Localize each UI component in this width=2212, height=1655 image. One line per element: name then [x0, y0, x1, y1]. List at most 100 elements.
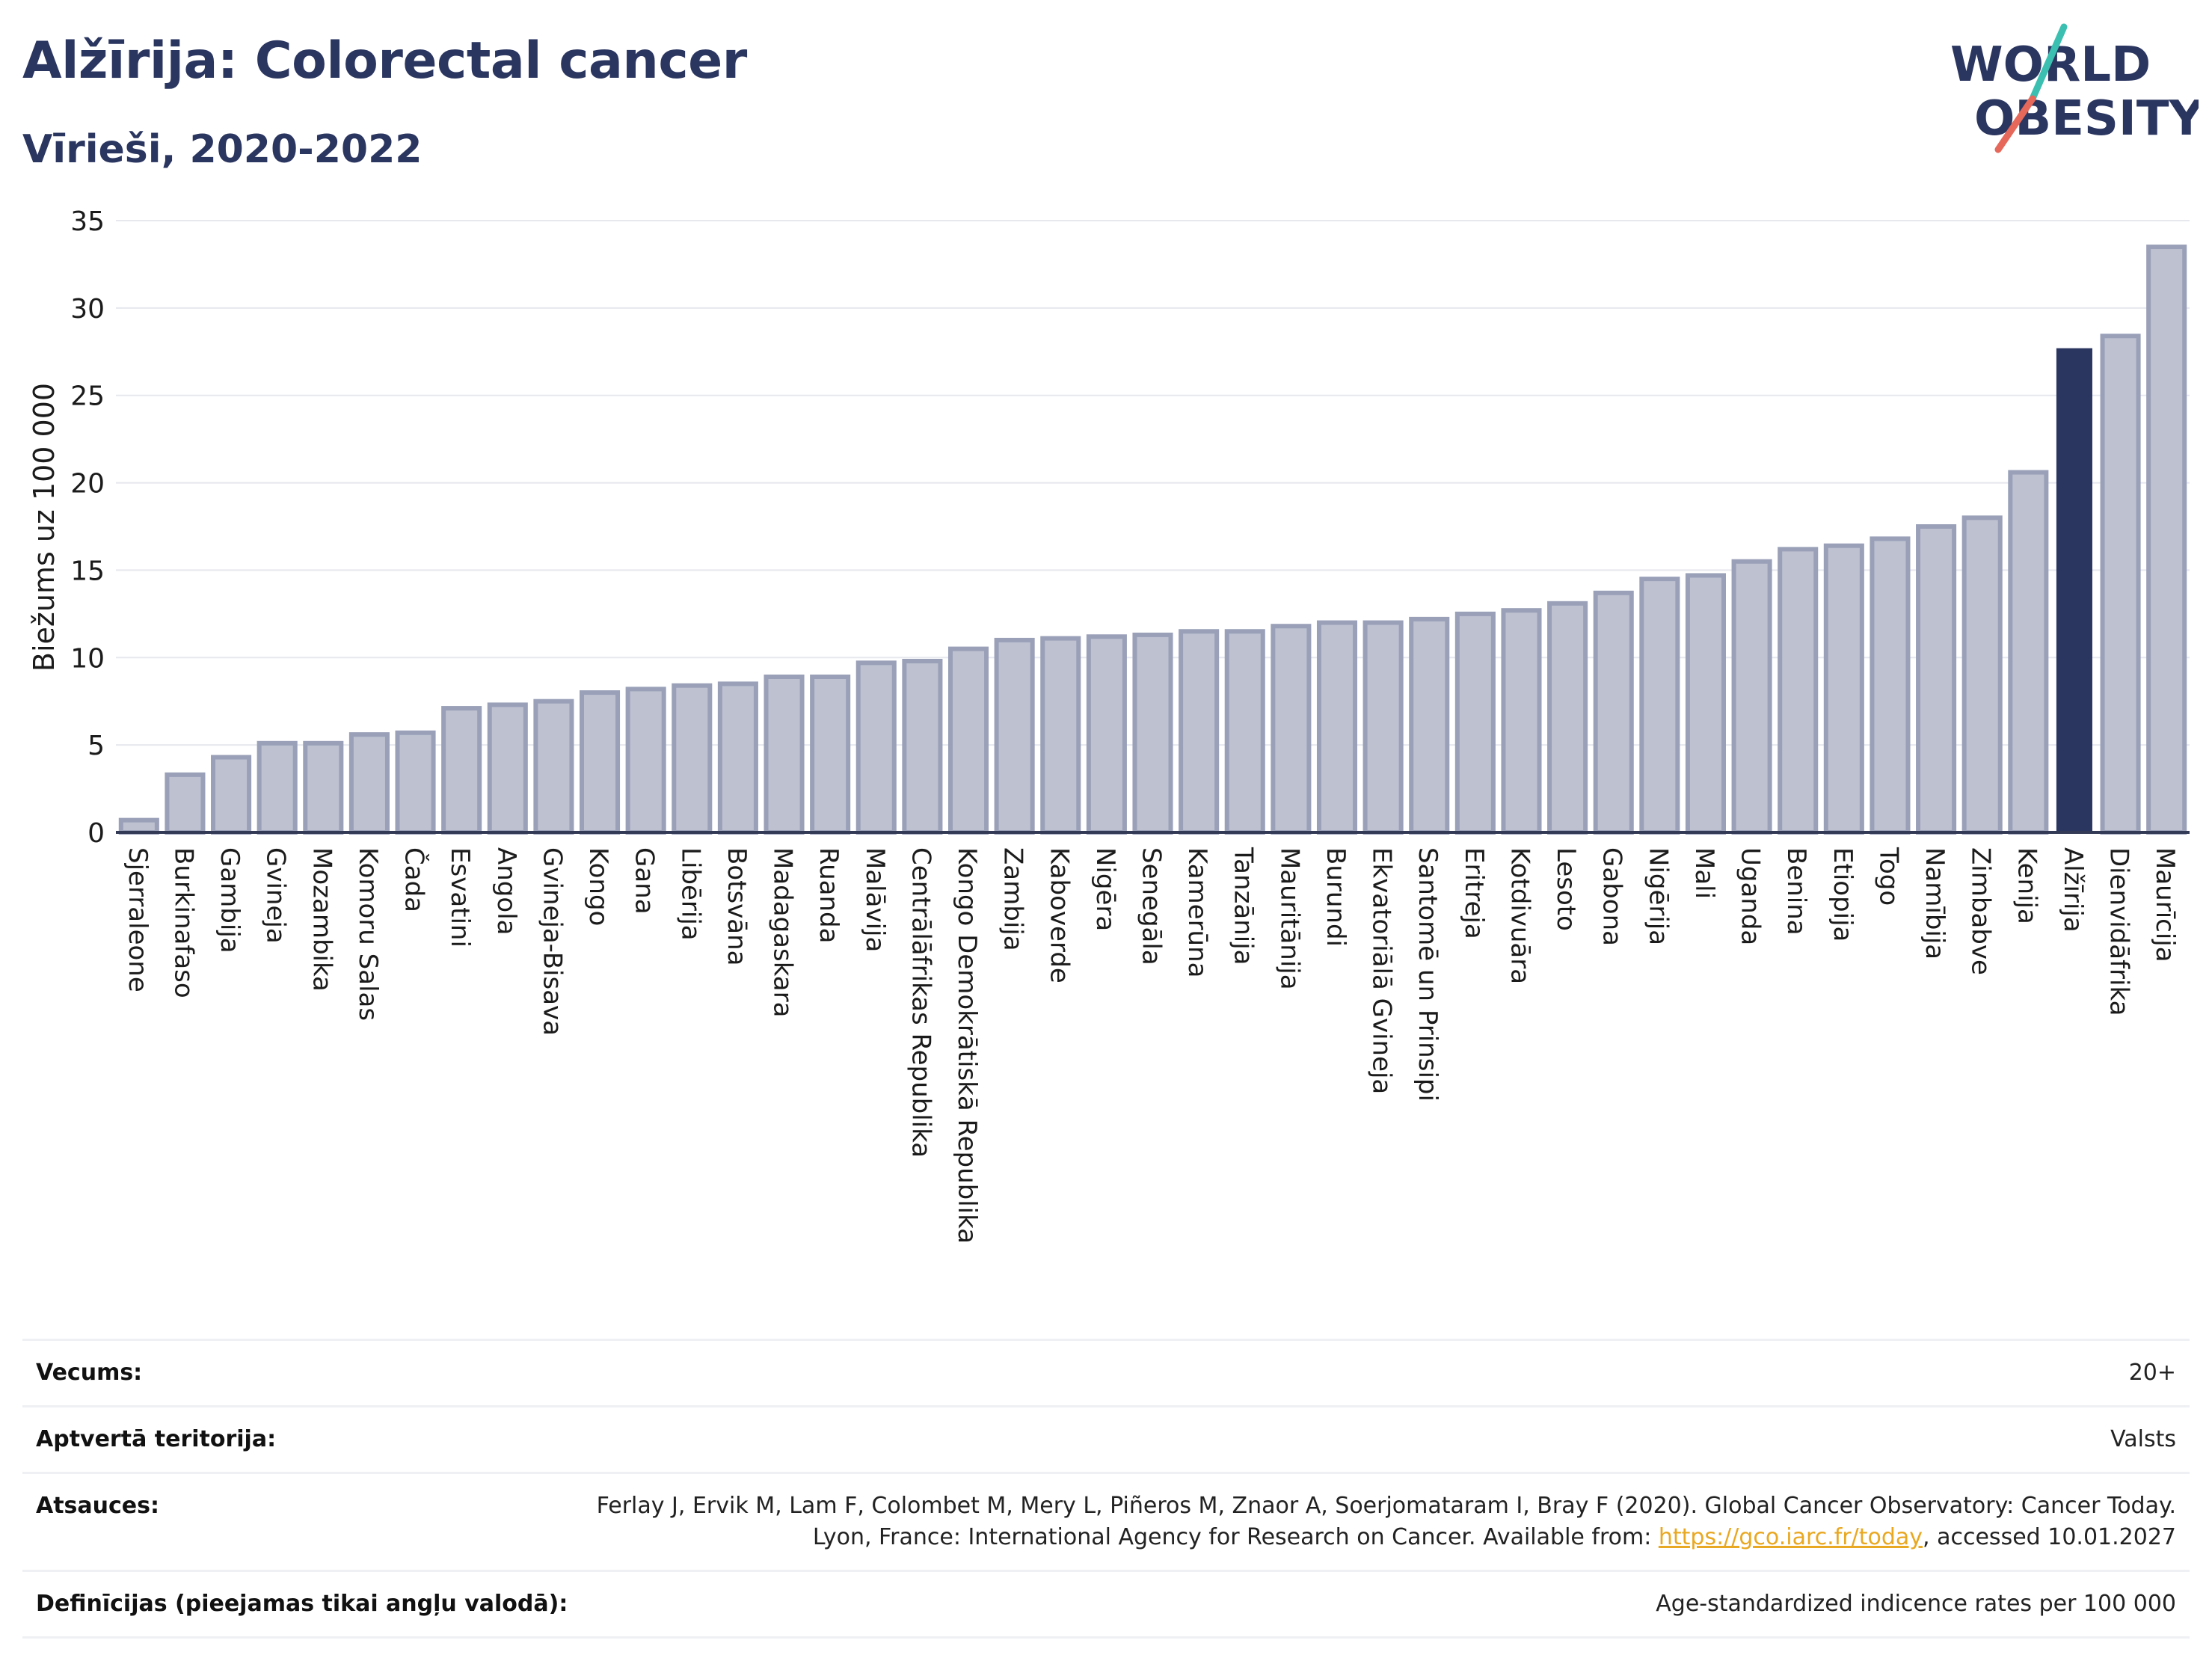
x-tick-label: Gvineja-Bisava: [537, 847, 567, 1036]
x-tick-label: Togo: [1873, 847, 1903, 906]
logo-line2: OBESITY: [1974, 91, 2199, 147]
bar: [625, 687, 666, 835]
coverage-label: Aptvertā teritorija:: [36, 1426, 277, 1452]
x-tick-label: Kongo: [583, 847, 613, 926]
page-title: Alžīrija: Colorectal cancer: [22, 31, 747, 90]
bar: [902, 658, 943, 835]
x-tick-label: Ekvatoriālā Gvineja: [1367, 847, 1397, 1094]
x-tick-label: Mozambika: [307, 847, 337, 992]
references-link[interactable]: https://gco.iarc.fr/today: [1658, 1524, 1923, 1550]
logo-slash-top: [2029, 23, 2068, 102]
y-axis-label: Biežums uz 100 000: [28, 383, 61, 672]
bar: [487, 702, 528, 835]
y-tick-label: 20: [70, 469, 105, 500]
bar: [1961, 515, 2003, 835]
bar: [2100, 334, 2141, 835]
bar: [1916, 524, 1957, 835]
references-value: Ferlay J, Ervik M, Lam F, Colombet M, Me…: [568, 1490, 2176, 1553]
x-tick-label: Libērija: [675, 847, 705, 941]
x-tick-label: Santomē un Prinsipi: [1413, 847, 1443, 1102]
bar: [1778, 547, 1819, 835]
x-tick-label: Kongo Demokrātiskā Republika: [952, 847, 982, 1244]
bar: [2008, 470, 2049, 835]
axes: 0 5 10 15 20 25 30 35 Sjerraleone Burkinafaso Gamb…: [70, 206, 2190, 1244]
bar: [256, 740, 298, 835]
x-tick-label: Burkinafaso: [168, 847, 198, 998]
meta-row-definitions: Definīcijas (pieejamas tikai angļu valod…: [22, 1572, 2190, 1639]
x-tick-label: Čada: [399, 847, 430, 912]
x-tick-label: Malāvija: [860, 847, 890, 952]
bars: [118, 245, 2187, 835]
y-tick-label: 15: [70, 556, 105, 586]
meta-row-references: Atsauces: Ferlay J, Ervik M, Lam F, Colo…: [22, 1474, 2190, 1572]
x-tick-label: Zambija: [998, 847, 1028, 951]
x-tick-label: Mauritānija: [1274, 847, 1304, 990]
x-tick-label: Burundi: [1321, 847, 1351, 947]
references-text: Ferlay J, Ervik M, Lam F, Colombet M, Me…: [596, 1493, 2176, 1550]
bar: [1409, 616, 1450, 835]
bar: [1224, 629, 1265, 835]
bar: [1593, 590, 1634, 835]
bar: [764, 674, 805, 835]
y-tick-label: 10: [70, 643, 105, 674]
bar: [580, 690, 621, 835]
y-tick-label: 0: [87, 818, 105, 849]
x-tick-label: Etiopija: [1828, 847, 1858, 942]
definitions-value: Age-standardized indicence rates per 100…: [1656, 1591, 2176, 1617]
x-tick-label: Ruanda: [814, 847, 844, 943]
x-tick-label: Kamerūna: [1182, 847, 1212, 977]
age-label: Vecums:: [36, 1360, 143, 1386]
x-tick-label: Tanzānija: [1229, 847, 1259, 965]
bar: [1271, 624, 1312, 835]
x-tick-label: Gabona: [1597, 847, 1627, 946]
logo-slash-bottom: [1994, 95, 2036, 153]
x-tick-label: Kenija: [2012, 847, 2042, 924]
y-tick-label: 5: [87, 731, 105, 761]
bar: [994, 637, 1035, 835]
x-tick-label: Gvineja: [261, 847, 291, 944]
bar: [1362, 620, 1404, 835]
bar: [672, 683, 713, 835]
bar: [1870, 536, 1911, 835]
x-tick-label: Eritreja: [1459, 847, 1489, 939]
bar-chart: 0 5 10 15 20 25 30 35 Sjerraleone Burkinafaso Gamb…: [28, 206, 2190, 1244]
bar: [1639, 577, 1680, 835]
age-value: 20+: [2128, 1360, 2176, 1386]
bar: [1316, 620, 1358, 835]
bar: [1040, 636, 1081, 835]
x-tick-label: Nigēra: [1090, 847, 1120, 931]
bar: [1731, 559, 1772, 835]
x-tick-label: Gana: [630, 847, 660, 915]
metadata-table: Vecums: 20+ Aptvertā teritorija: Valsts …: [22, 1339, 2190, 1639]
bar: [348, 732, 390, 835]
bar: [441, 706, 482, 835]
x-tick-label: Angola: [491, 847, 521, 935]
bar: [1179, 629, 1220, 835]
x-tick-label: Sjerraleone: [123, 847, 153, 992]
bar: [810, 674, 851, 835]
x-tick-label: Komoru Salas: [353, 847, 383, 1021]
coverage-value: Valsts: [2110, 1426, 2176, 1452]
x-tick-label: Centrālāfrikas Republika: [906, 847, 936, 1158]
x-tick-label: Kotdivuāra: [1505, 847, 1534, 984]
x-tick-label: Benina: [1781, 847, 1811, 936]
x-tick-label: Kaboverde: [1044, 847, 1074, 983]
bar: [1086, 634, 1127, 835]
x-tick-label: Gambija: [215, 847, 245, 954]
bar: [533, 698, 574, 835]
x-tick-label: Maurīcija: [2150, 847, 2180, 962]
bar: [211, 755, 252, 835]
bar: [947, 646, 989, 835]
world-obesity-logo: WORLD OBESITY: [1950, 23, 2199, 153]
bar: [1547, 601, 1588, 835]
bar: [1685, 573, 1726, 835]
meta-row-coverage: Aptvertā teritorija: Valsts: [22, 1407, 2190, 1474]
x-tick-label: Zimbabve: [1966, 847, 1996, 975]
meta-row-age: Vecums: 20+: [22, 1341, 2190, 1407]
bar: [855, 660, 897, 835]
x-tick-label: Alžīrija: [2058, 847, 2088, 933]
y-tick-label: 35: [70, 206, 105, 237]
x-tick-label: Senegāla: [1137, 847, 1167, 965]
x-tick-label: Dienvidāfrika: [2104, 847, 2134, 1016]
y-tick-label: 25: [70, 381, 105, 412]
